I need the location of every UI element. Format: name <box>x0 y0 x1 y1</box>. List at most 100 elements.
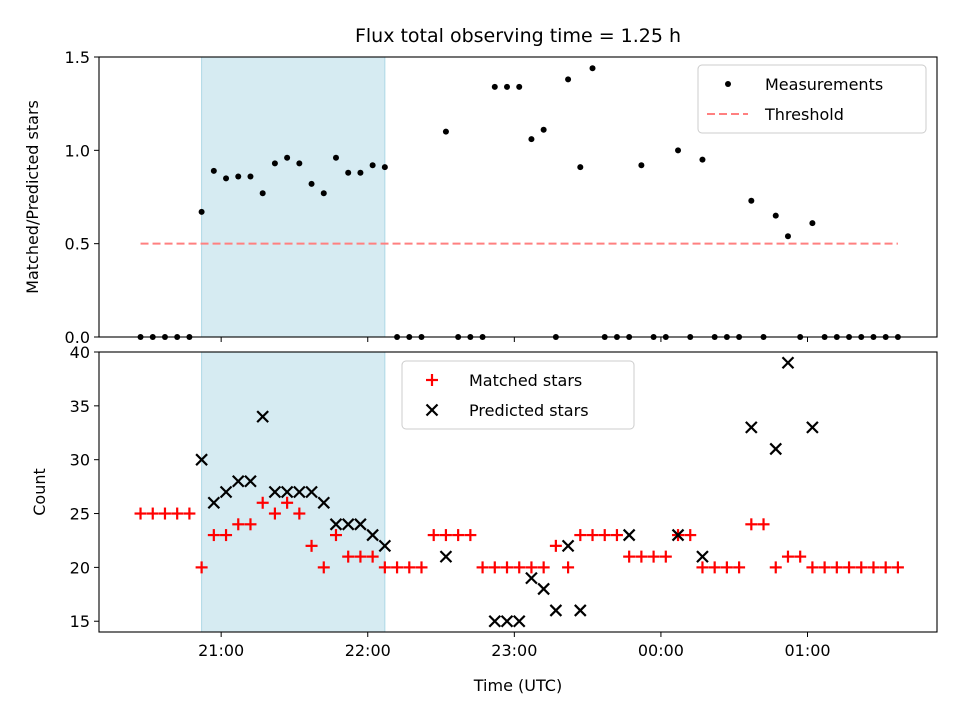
matched-star-point <box>537 561 550 574</box>
x-b <box>207 496 221 510</box>
measurement-point <box>332 154 339 161</box>
measurement-point <box>320 190 327 197</box>
matched-star-point <box>281 496 294 509</box>
x-b <box>354 518 367 531</box>
matched-star-point <box>647 550 660 563</box>
matched-star-point <box>391 561 404 574</box>
predicted-star-point <box>317 496 331 510</box>
legend-predicted-swatch <box>425 403 439 417</box>
matched-star-point <box>501 561 514 574</box>
y-tick-label: 1.0 <box>65 141 90 160</box>
predicted-star-point <box>268 485 282 499</box>
matched-star-point <box>464 529 477 542</box>
x-tick-label: 00:00 <box>638 641 684 660</box>
predicted-star-point <box>671 528 685 542</box>
measurement-point <box>467 334 474 340</box>
measurement-point <box>894 334 901 340</box>
x-b <box>561 539 575 553</box>
y-tick-label: 15 <box>70 612 90 631</box>
matched-star-point <box>708 561 721 574</box>
x-b <box>195 453 208 466</box>
measurement-point <box>284 154 291 161</box>
measurement-point <box>626 334 633 340</box>
measurement-point <box>638 162 645 169</box>
measurement-point <box>369 162 376 169</box>
measurement-point <box>149 334 156 340</box>
measurement-point <box>198 208 205 215</box>
measurement-point <box>882 334 889 340</box>
x-b <box>231 474 245 488</box>
predicted-star-point <box>366 528 379 542</box>
top-panel: 0.0 0.5 1.0 1.5 Matched/Predicted stars Measu… <box>23 48 938 347</box>
x-b <box>525 571 538 585</box>
measurement-point <box>161 334 168 340</box>
x-b <box>769 442 783 456</box>
predicted-star-point <box>378 539 392 553</box>
predicted-star-point <box>488 614 502 628</box>
measurement-point <box>711 334 718 340</box>
measurement-point <box>723 334 730 340</box>
matched-star-point <box>867 561 880 574</box>
measurement-point <box>699 156 706 163</box>
legend-measurement-swatch <box>725 81 731 87</box>
matched-star-point <box>843 561 856 574</box>
x-b <box>329 518 343 531</box>
matched-star-point <box>623 550 636 563</box>
measurement-point <box>455 334 462 340</box>
predicted-star-point <box>207 496 221 510</box>
measurement-point <box>784 233 791 240</box>
x-tick-label: 23:00 <box>491 641 537 660</box>
measurement-point <box>174 334 181 340</box>
matched-star-point <box>439 529 452 542</box>
matched-star-point <box>488 561 501 574</box>
x-b <box>671 528 685 542</box>
x-b <box>293 485 306 499</box>
measurement-point <box>650 334 657 340</box>
matched-star-point <box>366 550 379 563</box>
y-axis-label: Matched/Predicted stars <box>23 100 42 294</box>
legend-box <box>697 64 927 134</box>
measurement-point <box>504 83 511 90</box>
measurement-point <box>772 212 779 219</box>
matched-star-point <box>610 529 623 542</box>
x-b <box>256 410 269 423</box>
predicted-star-point <box>745 421 758 434</box>
x-axis-label: Time (UTC) <box>473 676 562 695</box>
predicted-star-point <box>781 356 795 370</box>
legend-box <box>401 360 635 430</box>
measurement-point <box>259 190 266 197</box>
measurement-point <box>821 334 828 340</box>
predicted-star-point <box>244 474 257 488</box>
matched-star-point <box>781 550 794 563</box>
x-b <box>696 550 709 563</box>
matched-star-point <box>158 507 171 520</box>
measurement-point <box>247 173 254 180</box>
shaded-span <box>201 351 386 633</box>
predicted-star-point <box>329 518 343 531</box>
measurement-point <box>858 334 865 340</box>
measurement-point <box>601 334 608 340</box>
x-b <box>305 485 318 499</box>
measurement-point <box>418 334 425 340</box>
matched-star-point <box>745 518 758 531</box>
y-tick-label: 25 <box>70 505 90 524</box>
x-b <box>488 614 502 628</box>
y-tick-label: 0.5 <box>65 235 90 254</box>
x-b <box>574 604 587 617</box>
matched-star-point <box>354 550 367 563</box>
predicted-star-point <box>500 614 514 628</box>
measurement-point <box>589 65 596 72</box>
x-tick-label: 21:00 <box>198 641 244 660</box>
measurement-point <box>748 197 755 204</box>
shaded-span <box>201 56 386 338</box>
matched-star-point <box>403 561 416 574</box>
matched-star-point <box>855 561 868 574</box>
x-b <box>806 421 819 434</box>
x-b <box>781 356 795 370</box>
predicted-star-point <box>549 604 563 617</box>
x-b <box>341 518 355 531</box>
x-b <box>268 485 282 499</box>
matched-star-point <box>268 507 281 520</box>
legend-label: Predicted stars <box>469 401 589 420</box>
